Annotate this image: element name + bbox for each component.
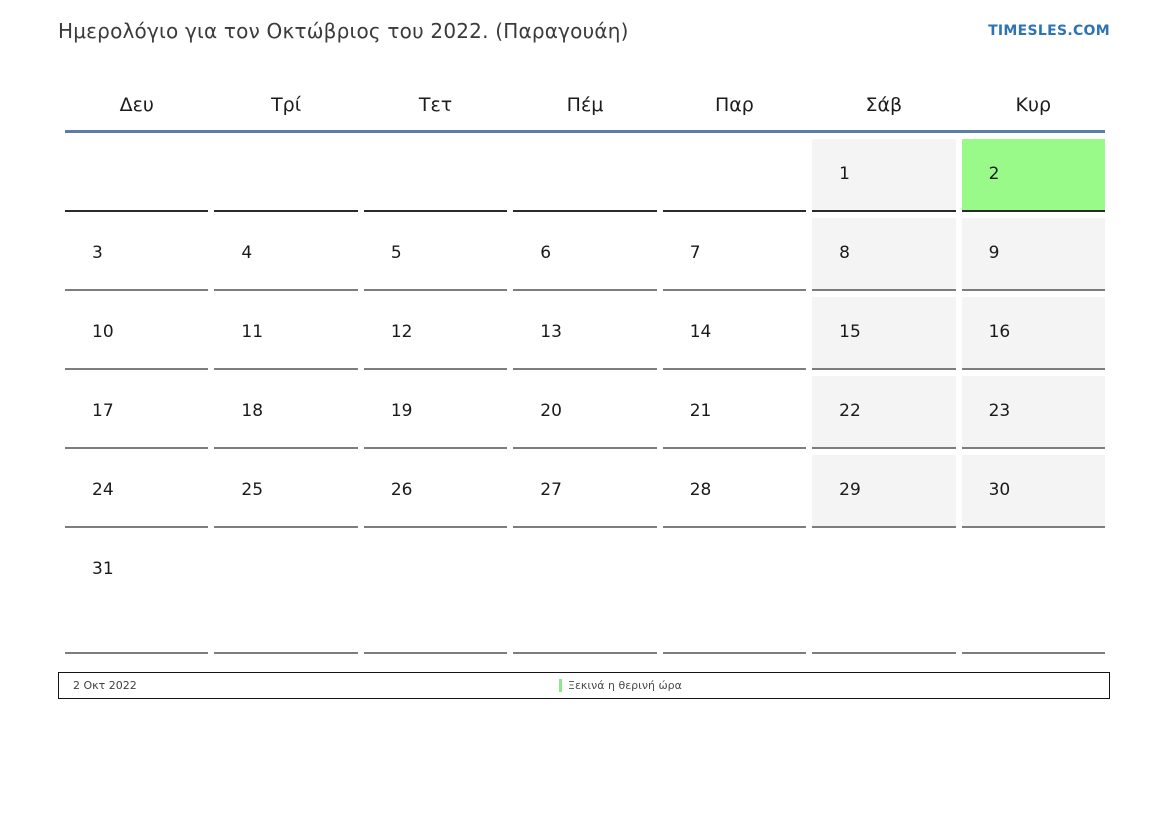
day-cell-8: 8 xyxy=(812,218,956,291)
day-cell-5: 5 xyxy=(363,218,508,291)
page-title: Ημερολόγιο για τον Οκτώβριος του 2022. (… xyxy=(58,19,629,43)
day-cell-3: 3 xyxy=(65,218,209,291)
day-cell-25: 25 xyxy=(214,455,358,528)
day-cell-11: 11 xyxy=(214,297,358,370)
day-cell-empty xyxy=(513,139,657,212)
weekday-header-5: Παρ xyxy=(714,94,754,116)
dst-legend-label: Ξεκινά η θερινή ώρα xyxy=(568,679,682,692)
day-cell-30: 30 xyxy=(961,455,1105,528)
weekday-header-4: Πέμ xyxy=(566,94,604,116)
day-cell-empty xyxy=(662,139,807,212)
day-cell-9: 9 xyxy=(961,218,1105,291)
dst-legend-marker-icon xyxy=(559,679,562,692)
day-cell-empty xyxy=(812,534,956,654)
day-cell-14: 14 xyxy=(662,297,807,370)
weekday-header-2: Τρί xyxy=(271,94,302,116)
day-cell-empty xyxy=(363,139,508,212)
day-cell-26: 26 xyxy=(363,455,508,528)
day-cell-7: 7 xyxy=(662,218,807,291)
day-cell-27: 27 xyxy=(513,455,657,528)
day-cell-empty xyxy=(214,139,358,212)
day-cell-13: 13 xyxy=(513,297,657,370)
day-cell-28: 28 xyxy=(662,455,807,528)
timesles-link[interactable]: TIMESLES.COM xyxy=(988,23,1110,39)
weekday-header-1: Δευ xyxy=(119,94,154,116)
day-cell-empty xyxy=(961,534,1105,654)
day-cell-empty xyxy=(363,534,508,654)
day-cell-15: 15 xyxy=(812,297,956,370)
weekday-header-7: Κυρ xyxy=(1015,94,1052,116)
day-cell-18: 18 xyxy=(214,376,358,449)
day-cell-empty xyxy=(214,534,358,654)
footer-date: 2 Οκτ 2022 xyxy=(73,679,137,692)
footer-bar: 2 Οκτ 2022 Ξεκινά η θερινή ώρα xyxy=(58,672,1110,699)
day-cell-empty xyxy=(662,534,807,654)
day-cell-6: 6 xyxy=(513,218,657,291)
day-cell-29: 29 xyxy=(812,455,956,528)
day-cell-10: 10 xyxy=(65,297,209,370)
day-cell-20: 20 xyxy=(513,376,657,449)
day-cell-24: 24 xyxy=(65,455,209,528)
day-cell-empty xyxy=(65,139,209,212)
day-cell-23: 23 xyxy=(961,376,1105,449)
weekday-row: Δευ Τρί Τετ Πέμ Παρ Σάβ Κυρ xyxy=(65,80,1105,133)
day-cell-19: 19 xyxy=(363,376,508,449)
footer-legend: Ξεκινά η θερινή ώρα xyxy=(559,679,682,692)
weekday-header-6: Σάβ xyxy=(865,94,903,116)
day-cell-empty xyxy=(513,534,657,654)
weekday-header-3: Τετ xyxy=(418,94,453,116)
day-cell-16: 16 xyxy=(961,297,1105,370)
day-cell-1: 1 xyxy=(812,139,956,212)
day-cell-22: 22 xyxy=(812,376,956,449)
day-cell-21: 21 xyxy=(662,376,807,449)
day-cell-17: 17 xyxy=(65,376,209,449)
day-cell-12: 12 xyxy=(363,297,508,370)
day-cell-31: 31 xyxy=(65,534,209,654)
day-cell-2: 2 xyxy=(961,139,1105,212)
calendar: Δευ Τρί Τετ Πέμ Παρ Σάβ Κυρ 1 2 3 4 5 6 7 8 9 10 11 12 13 1… xyxy=(65,80,1105,654)
calendar-grid: 1 2 3 4 5 6 7 8 9 10 11 12 13 14 15 16 17 18 19 20 21 22 23 24 2… xyxy=(65,139,1105,654)
day-cell-4: 4 xyxy=(214,218,358,291)
